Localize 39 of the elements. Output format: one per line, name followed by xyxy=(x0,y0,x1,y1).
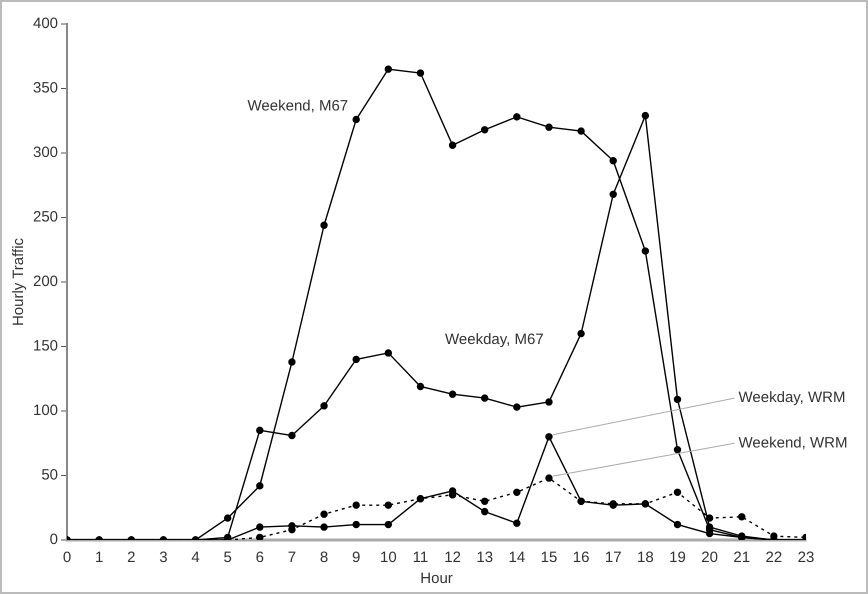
x-tick-label: 18 xyxy=(637,549,654,566)
x-axis-title: Hour xyxy=(420,570,453,588)
x-tick-label: 1 xyxy=(94,549,104,566)
x-tick-label: 7 xyxy=(288,549,296,566)
y-tick-label: 100 xyxy=(32,402,58,420)
y-tick-label: 350 xyxy=(32,80,58,97)
text: Weekend, WRM xyxy=(738,434,848,452)
x-tick-label: 23 xyxy=(798,549,814,566)
x-tick-label: 10 xyxy=(380,549,397,566)
y-tick-label: 200 xyxy=(32,273,58,290)
y-tick-label: 50 xyxy=(41,466,58,484)
y-tick-label: 150 xyxy=(32,338,58,355)
x-tick-label: 20 xyxy=(701,549,718,566)
y-tick-label: 400 xyxy=(32,15,58,32)
x-tick-label: 0 xyxy=(62,549,72,566)
series-label: Weekend, M67 xyxy=(248,98,348,115)
x-tick-label: 11 xyxy=(412,549,428,566)
x-tick-label: 8 xyxy=(320,549,328,566)
x-tick-label: 19 xyxy=(669,549,686,566)
x-tick-label: 12 xyxy=(444,549,461,566)
y-tick-label: 300 xyxy=(32,144,58,162)
y-tick-label: 0 xyxy=(50,531,58,548)
x-tick-label: 15 xyxy=(540,549,558,566)
x-tick-label: 9 xyxy=(352,549,360,566)
x-tick-label: 3 xyxy=(159,549,168,566)
y-axis-title: Hourly Traffic xyxy=(10,237,28,326)
series-label: Weekday, M67 xyxy=(445,331,544,348)
x-tick-label: 16 xyxy=(572,549,590,566)
x-tick-label: 6 xyxy=(256,549,264,566)
y-tick-label: 250 xyxy=(32,208,58,226)
x-tick-label: 21 xyxy=(733,549,750,566)
x-tick-label: 5 xyxy=(224,549,232,566)
text: Weekday, WRM xyxy=(738,389,846,406)
x-tick-label: 2 xyxy=(127,549,136,566)
x-tick-label: 14 xyxy=(508,549,526,566)
x-tick-label: 4 xyxy=(191,549,200,566)
x-tick-label: 13 xyxy=(476,549,494,566)
x-tick-label: 22 xyxy=(766,549,782,566)
x-tick-label: 17 xyxy=(604,549,622,566)
